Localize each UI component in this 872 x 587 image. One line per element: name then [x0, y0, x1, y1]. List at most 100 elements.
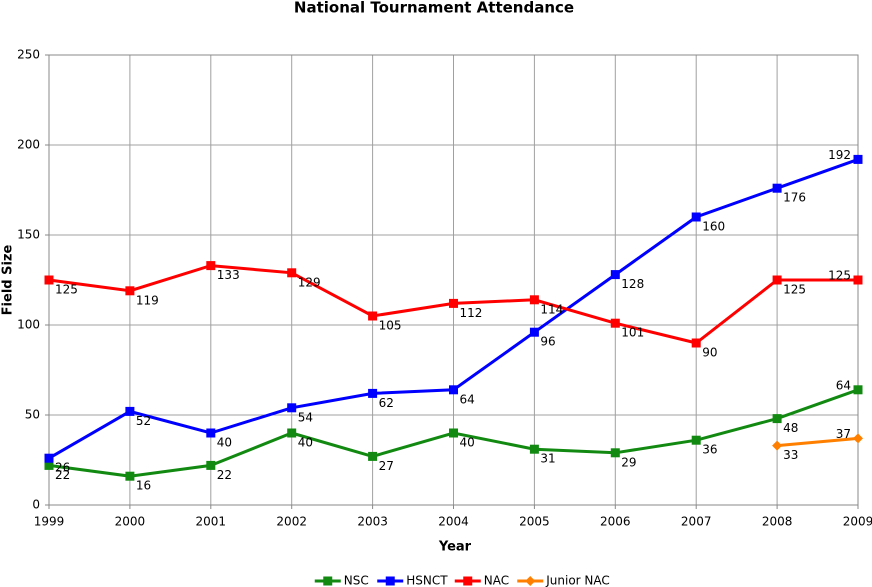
- marker: [125, 406, 135, 416]
- data-label: 64: [836, 378, 851, 392]
- data-label: 176: [783, 191, 806, 205]
- marker: [772, 275, 782, 285]
- x-tick-label: 2008: [762, 515, 793, 529]
- marker: [529, 295, 539, 305]
- data-label: 26: [55, 461, 70, 475]
- data-label: 22: [217, 468, 232, 482]
- marker: [287, 268, 297, 278]
- data-label: 125: [783, 283, 806, 297]
- marker: [691, 435, 701, 445]
- data-label: 27: [379, 459, 394, 473]
- data-label: 119: [136, 293, 159, 307]
- legend: NSC HSNCT NAC Junior NAC: [314, 574, 610, 587]
- data-label: 37: [836, 427, 851, 441]
- y-tick-label: 100: [17, 318, 40, 332]
- data-label: 125: [55, 283, 78, 297]
- y-tick-label: 150: [17, 228, 40, 242]
- data-label: 40: [460, 436, 475, 450]
- marker: [206, 261, 216, 271]
- marker: [287, 428, 297, 438]
- marker: [323, 576, 333, 586]
- marker: [525, 576, 536, 586]
- data-label: 48: [783, 421, 798, 435]
- legend-label: NSC: [344, 574, 369, 587]
- y-axis-title: Field Size: [1, 245, 16, 316]
- marker: [44, 453, 54, 463]
- marker: [610, 270, 620, 280]
- marker: [610, 318, 620, 328]
- marker: [610, 448, 620, 458]
- data-label: 114: [540, 302, 563, 316]
- data-label: 64: [460, 392, 475, 406]
- marker: [853, 154, 863, 164]
- marker: [691, 212, 701, 222]
- marker: [691, 338, 701, 348]
- data-label: 16: [136, 479, 151, 493]
- grid: 0 50 100 150 200 250 1999 2000 2001 2002 2003 2004 2…: [17, 48, 872, 529]
- marker: [44, 275, 54, 285]
- series-line: [776, 436, 859, 448]
- data-label: 52: [136, 414, 151, 428]
- marker: [463, 576, 473, 586]
- data-label: 129: [298, 275, 321, 289]
- x-axis-title: Year: [438, 540, 472, 555]
- marker: [385, 576, 395, 586]
- marker: [125, 286, 135, 296]
- data-label: 125: [828, 269, 851, 283]
- x-tick-label: 2004: [438, 515, 469, 529]
- marker: [853, 433, 863, 444]
- y-tick-label: 50: [25, 408, 40, 422]
- marker: [287, 403, 297, 413]
- data-label: 101: [621, 326, 644, 340]
- marker: [206, 428, 216, 438]
- y-tick-label: 250: [17, 48, 40, 62]
- data-label: 112: [460, 306, 483, 320]
- marker: [125, 471, 135, 481]
- data-label: 31: [540, 452, 555, 466]
- data-label: 192: [828, 148, 851, 162]
- marker: [368, 311, 378, 321]
- marker: [772, 183, 782, 193]
- marker: [44, 460, 54, 470]
- data-label: 62: [379, 396, 394, 410]
- marker: [449, 385, 458, 395]
- data-label: 133: [217, 268, 240, 282]
- x-tick-label: 2003: [357, 515, 388, 529]
- data-label: 54: [298, 410, 313, 424]
- marker: [206, 460, 216, 470]
- data-label: 40: [298, 436, 313, 450]
- x-tick-label: 2002: [276, 515, 307, 529]
- chart-title: National Tournament Attendance: [294, 0, 574, 17]
- legend-label: HSNCT: [406, 574, 448, 587]
- marker: [853, 275, 863, 285]
- data-label: 40: [217, 436, 232, 450]
- marker: [368, 388, 378, 398]
- marker: [449, 298, 458, 308]
- data-label: 96: [540, 335, 555, 349]
- x-tick-label: 2009: [843, 515, 872, 529]
- marker: [772, 440, 783, 451]
- x-tick-label: 2005: [519, 515, 550, 529]
- marker: [529, 327, 539, 337]
- plot: 22 16 22 40 27 40 31 29 36 48 64 26 52 40 54 62 64 96 128 1…: [44, 148, 863, 493]
- data-label: 29: [621, 455, 636, 469]
- x-tick-label: 2000: [115, 515, 146, 529]
- data-label: 22: [55, 468, 70, 482]
- marker: [368, 451, 378, 461]
- y-tick-label: 200: [17, 138, 40, 152]
- data-label: 128: [621, 277, 644, 291]
- marker: [449, 428, 458, 438]
- legend-label: NAC: [484, 574, 509, 587]
- data-label: 36: [702, 443, 717, 457]
- marker: [772, 414, 782, 424]
- data-label: 33: [783, 448, 798, 462]
- data-label: 90: [702, 346, 717, 360]
- x-tick-label: 2006: [600, 515, 631, 529]
- data-label: 160: [702, 220, 725, 234]
- marker: [529, 444, 539, 454]
- x-tick-label: 2007: [681, 515, 712, 529]
- x-tick-label: 1999: [34, 515, 65, 529]
- y-tick-label: 0: [32, 498, 40, 512]
- x-tick-label: 2001: [196, 515, 227, 529]
